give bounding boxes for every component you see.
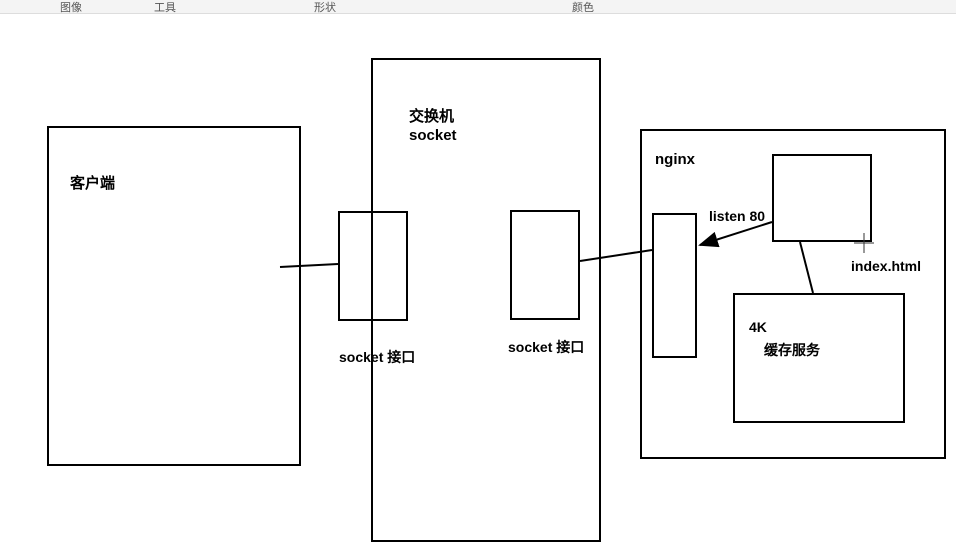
menu-color[interactable]: 颜色 xyxy=(572,0,594,15)
upper-inner-box xyxy=(772,154,872,242)
client-label: 客户端 xyxy=(70,172,115,193)
socket-port-1-box xyxy=(338,211,408,321)
menu-shape[interactable]: 形状 xyxy=(314,0,336,15)
toolbar: 图像 工具 形状 颜色 xyxy=(0,0,956,14)
switch-label-1: 交换机 xyxy=(409,105,454,126)
nginx-label: nginx xyxy=(655,151,695,168)
cache-label-2: 缓存服务 xyxy=(764,340,820,360)
listen-label: listen 80 xyxy=(709,208,765,224)
switch-label-2: socket xyxy=(409,127,457,144)
socket-port-1-label: socket 接口 xyxy=(339,347,415,367)
index-label: index.html xyxy=(851,258,921,274)
socket-port-2-box xyxy=(510,210,580,320)
socket-port-2-label: socket 接口 xyxy=(508,337,584,357)
menu-image[interactable]: 图像 xyxy=(60,0,82,15)
cache-label-1: 4K xyxy=(749,319,767,335)
menu-tools[interactable]: 工具 xyxy=(154,0,176,15)
